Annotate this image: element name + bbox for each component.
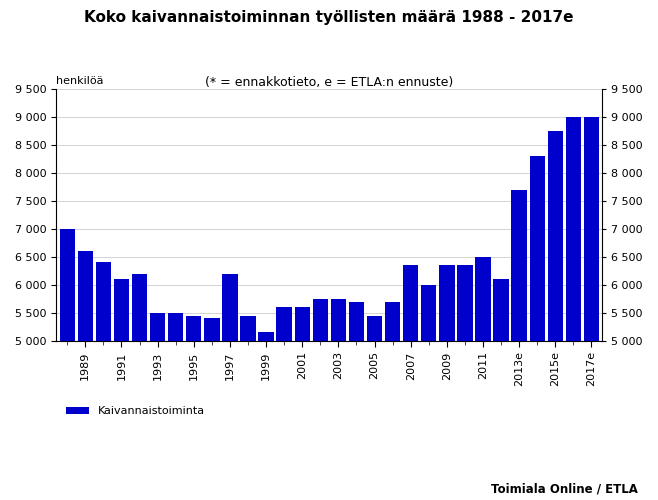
Bar	[439, 266, 455, 500]
Bar	[511, 190, 527, 500]
Bar	[385, 302, 400, 500]
Bar	[494, 280, 509, 500]
Bar	[222, 274, 238, 500]
Bar	[530, 156, 545, 500]
Text: henkilöä: henkilöä	[57, 76, 104, 86]
Bar	[566, 117, 581, 500]
Bar	[331, 299, 346, 500]
Bar	[204, 318, 220, 500]
Bar	[95, 262, 111, 500]
Bar	[457, 266, 472, 500]
Bar	[168, 313, 184, 500]
Bar	[132, 274, 147, 500]
Bar	[547, 131, 563, 500]
Bar	[186, 316, 201, 500]
Bar	[475, 257, 491, 500]
Bar	[313, 299, 328, 500]
Title: (* = ennakkotieto, e = ETLA:n ennuste): (* = ennakkotieto, e = ETLA:n ennuste)	[205, 76, 453, 89]
Text: Toimiala Online / ETLA: Toimiala Online / ETLA	[492, 482, 638, 495]
Legend: Kaivannaistoiminta: Kaivannaistoiminta	[62, 402, 209, 420]
Bar	[114, 280, 129, 500]
Bar	[367, 316, 382, 500]
Bar	[584, 117, 599, 500]
Bar	[295, 308, 310, 500]
Bar	[259, 332, 274, 500]
Bar	[276, 308, 292, 500]
Bar	[403, 266, 418, 500]
Text: Koko kaivannaistoiminnan työllisten määrä 1988 - 2017e: Koko kaivannaistoiminnan työllisten määr…	[84, 10, 574, 25]
Bar	[349, 302, 364, 500]
Bar	[150, 313, 165, 500]
Bar	[59, 229, 75, 500]
Bar	[421, 285, 436, 500]
Bar	[240, 316, 256, 500]
Bar	[78, 252, 93, 500]
